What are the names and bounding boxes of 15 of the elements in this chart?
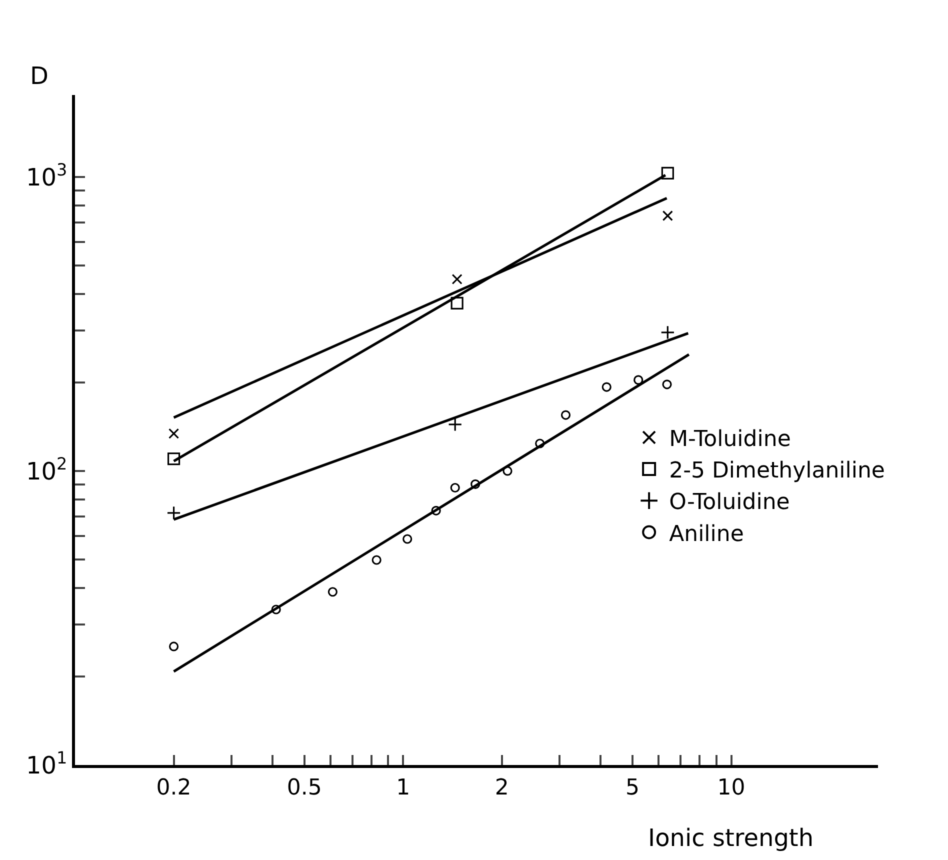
x-axis-title: Ionic strength (648, 824, 814, 852)
x-tick-label: 0.5 (286, 775, 322, 800)
y-tick-label: 10$^{2}$ (26, 453, 68, 486)
y-axis-title: D (30, 62, 48, 90)
x-tick-label: 5 (625, 775, 640, 800)
x-tick-label: 10 (717, 775, 746, 800)
y-tick-label: 10$^{3}$ (26, 159, 68, 192)
y-tick-label: 10$^{1}$ (26, 747, 68, 780)
x-tick-label: 1 (396, 775, 410, 800)
x-tick-label: 2 (494, 775, 509, 800)
legend-label: O-Toluidine (669, 490, 790, 516)
legend-label: Aniline (669, 522, 744, 547)
legend-label: 2-5 Dimethylaniline (669, 458, 885, 484)
legend-label: M-Toluidine (669, 426, 791, 452)
x-tick-label: 0.2 (156, 775, 192, 800)
